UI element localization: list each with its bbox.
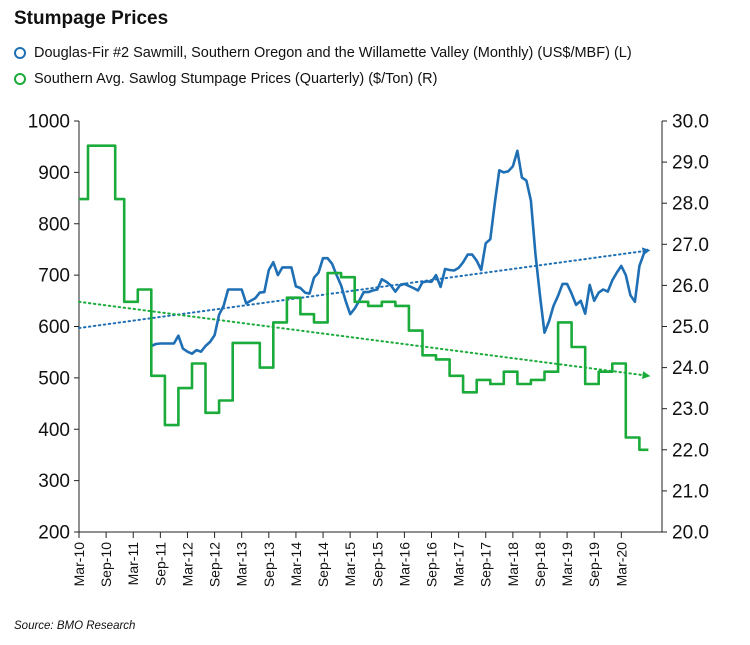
x-tick-label: Sep-17 (478, 542, 494, 587)
x-tick-label: Sep-15 (369, 542, 385, 587)
y-left-tick-label: 700 (38, 266, 70, 287)
x-tick-label: Mar-17 (451, 542, 467, 587)
series-line-1 (79, 144, 649, 452)
x-tick-label: Mar-20 (613, 542, 629, 587)
x-tick-label: Mar-13 (234, 542, 250, 587)
x-tick-label: Sep-16 (424, 542, 440, 587)
x-tick-label: Mar-14 (288, 542, 304, 587)
y-right-tick-label: 29.0 (672, 153, 709, 174)
trendline-0 (78, 247, 651, 330)
legend-marker-douglas-fir (14, 47, 26, 59)
legend-item-douglas-fir: Douglas-Fir #2 Sawmill, Southern Oregon … (14, 45, 632, 61)
y-right-tick-label: 20.0 (672, 523, 709, 544)
x-tick-label: Mar-18 (505, 542, 521, 587)
x-tick-label: Sep-13 (261, 542, 277, 587)
y-right-tick-label: 25.0 (672, 317, 709, 338)
y-left-tick-label: 800 (38, 214, 70, 235)
y-left-tick-label: 400 (38, 420, 70, 441)
x-tick-label: Sep-14 (315, 542, 331, 587)
x-tick-label: Mar-12 (179, 542, 195, 587)
y-right-tick-label: 26.0 (672, 276, 709, 297)
y-left-tick-label: 500 (38, 368, 70, 389)
x-tick-label: Sep-12 (207, 542, 223, 587)
y-right-tick-label: 28.0 (672, 194, 709, 215)
x-tick-label: Sep-10 (98, 542, 114, 587)
source-note: Source: BMO Research (14, 620, 136, 632)
x-tick-label: Sep-19 (586, 542, 602, 587)
x-tick-label: Mar-10 (71, 542, 87, 587)
x-tick-label: Sep-18 (532, 542, 548, 587)
y-right-tick-label: 21.0 (672, 481, 709, 502)
legend-item-southern-sawlog: Southern Avg. Sawlog Stumpage Prices (Qu… (14, 71, 438, 87)
x-tick-label: Sep-11 (152, 542, 168, 586)
legend-label-douglas-fir: Douglas-Fir #2 Sawmill, Southern Oregon … (34, 45, 632, 61)
y-right-tick-label: 23.0 (672, 399, 709, 420)
x-tick-label: Mar-16 (396, 542, 412, 587)
legend-marker-southern-sawlog (14, 73, 26, 85)
x-tick-label: Mar-19 (559, 542, 575, 587)
x-tick-label: Mar-15 (342, 542, 358, 587)
y-left-tick-label: 200 (38, 523, 70, 544)
chart-title: Stumpage Prices (14, 8, 169, 29)
y-right-tick-label: 24.0 (672, 358, 709, 379)
y-right-tick-label: 22.0 (672, 440, 709, 461)
y-left-tick-label: 600 (38, 317, 70, 338)
y-left-tick-label: 1000 (28, 112, 70, 133)
y-right-tick-label: 30.0 (672, 112, 709, 133)
trendline-1 (78, 300, 651, 380)
series-line-0 (150, 149, 650, 355)
y-right-tick-label: 27.0 (672, 235, 709, 256)
y-left-tick-label: 900 (38, 163, 70, 184)
legend-label-southern-sawlog: Southern Avg. Sawlog Stumpage Prices (Qu… (34, 71, 438, 87)
x-tick-label: Mar-11 (125, 542, 141, 586)
y-left-tick-label: 300 (38, 471, 70, 492)
